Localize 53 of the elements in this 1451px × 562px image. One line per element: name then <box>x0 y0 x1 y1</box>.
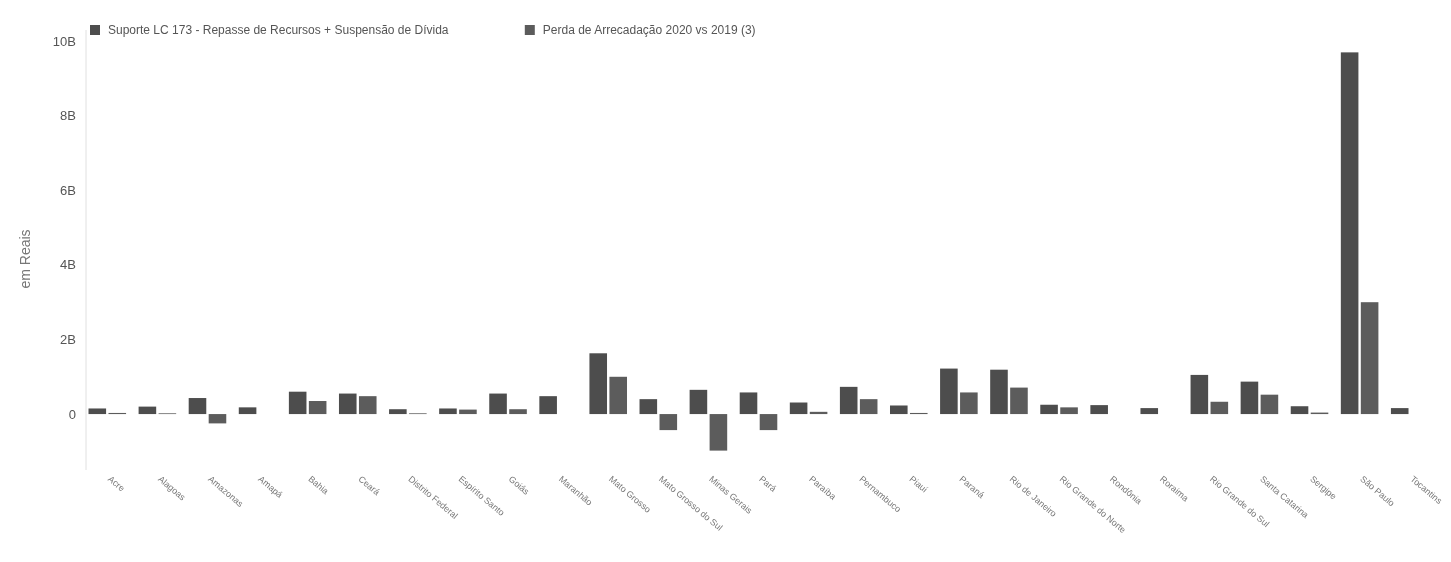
bar <box>609 376 628 415</box>
bar <box>338 393 357 415</box>
bar <box>1010 387 1028 415</box>
legend-label: Suporte LC 173 - Repasse de Recursos + Suspensão de Dívida <box>108 23 449 37</box>
bar <box>1240 381 1259 415</box>
bar <box>88 408 107 415</box>
bar <box>1140 408 1159 415</box>
bar <box>639 399 658 415</box>
bar <box>489 393 507 415</box>
y-axis-title: em Reais <box>17 229 33 289</box>
bar <box>308 401 327 415</box>
bar <box>589 353 608 415</box>
bar <box>659 414 678 431</box>
bar <box>288 391 307 415</box>
x-tick-label: Acre <box>106 473 127 494</box>
bar <box>1190 374 1209 415</box>
bar <box>1090 405 1108 415</box>
bar <box>138 406 157 415</box>
legend-label: Perda de Arrecadação 2020 vs 2019 (3) <box>542 23 756 37</box>
y-tick-label: 6B <box>60 182 76 198</box>
bar <box>188 398 207 415</box>
bar <box>789 402 808 415</box>
y-tick-label: 10B <box>52 33 76 49</box>
bar <box>759 414 778 431</box>
bar <box>1060 407 1078 415</box>
bar <box>358 396 377 415</box>
bar <box>1360 302 1379 415</box>
bar <box>940 368 958 415</box>
bar <box>539 396 557 415</box>
bar <box>208 414 227 424</box>
bar <box>689 389 708 415</box>
bar <box>439 408 457 415</box>
y-tick-label: 8B <box>60 108 76 124</box>
y-tick-label: 2B <box>60 332 76 348</box>
bar <box>739 392 758 415</box>
bar <box>1260 394 1279 415</box>
bar <box>1040 404 1058 415</box>
bar <box>238 407 257 415</box>
bar <box>1290 406 1309 415</box>
bar <box>889 405 908 415</box>
y-tick-label: 4B <box>60 257 76 273</box>
bar <box>990 369 1008 415</box>
bar <box>960 392 978 415</box>
bar <box>459 409 477 415</box>
bar <box>1210 401 1229 415</box>
bar <box>859 399 878 415</box>
bar <box>1390 408 1409 415</box>
bar <box>709 414 728 451</box>
y-tick-label: 0 <box>68 406 76 422</box>
bar <box>509 409 527 415</box>
bar <box>389 409 407 415</box>
bar <box>839 386 858 415</box>
bar <box>1340 52 1359 415</box>
